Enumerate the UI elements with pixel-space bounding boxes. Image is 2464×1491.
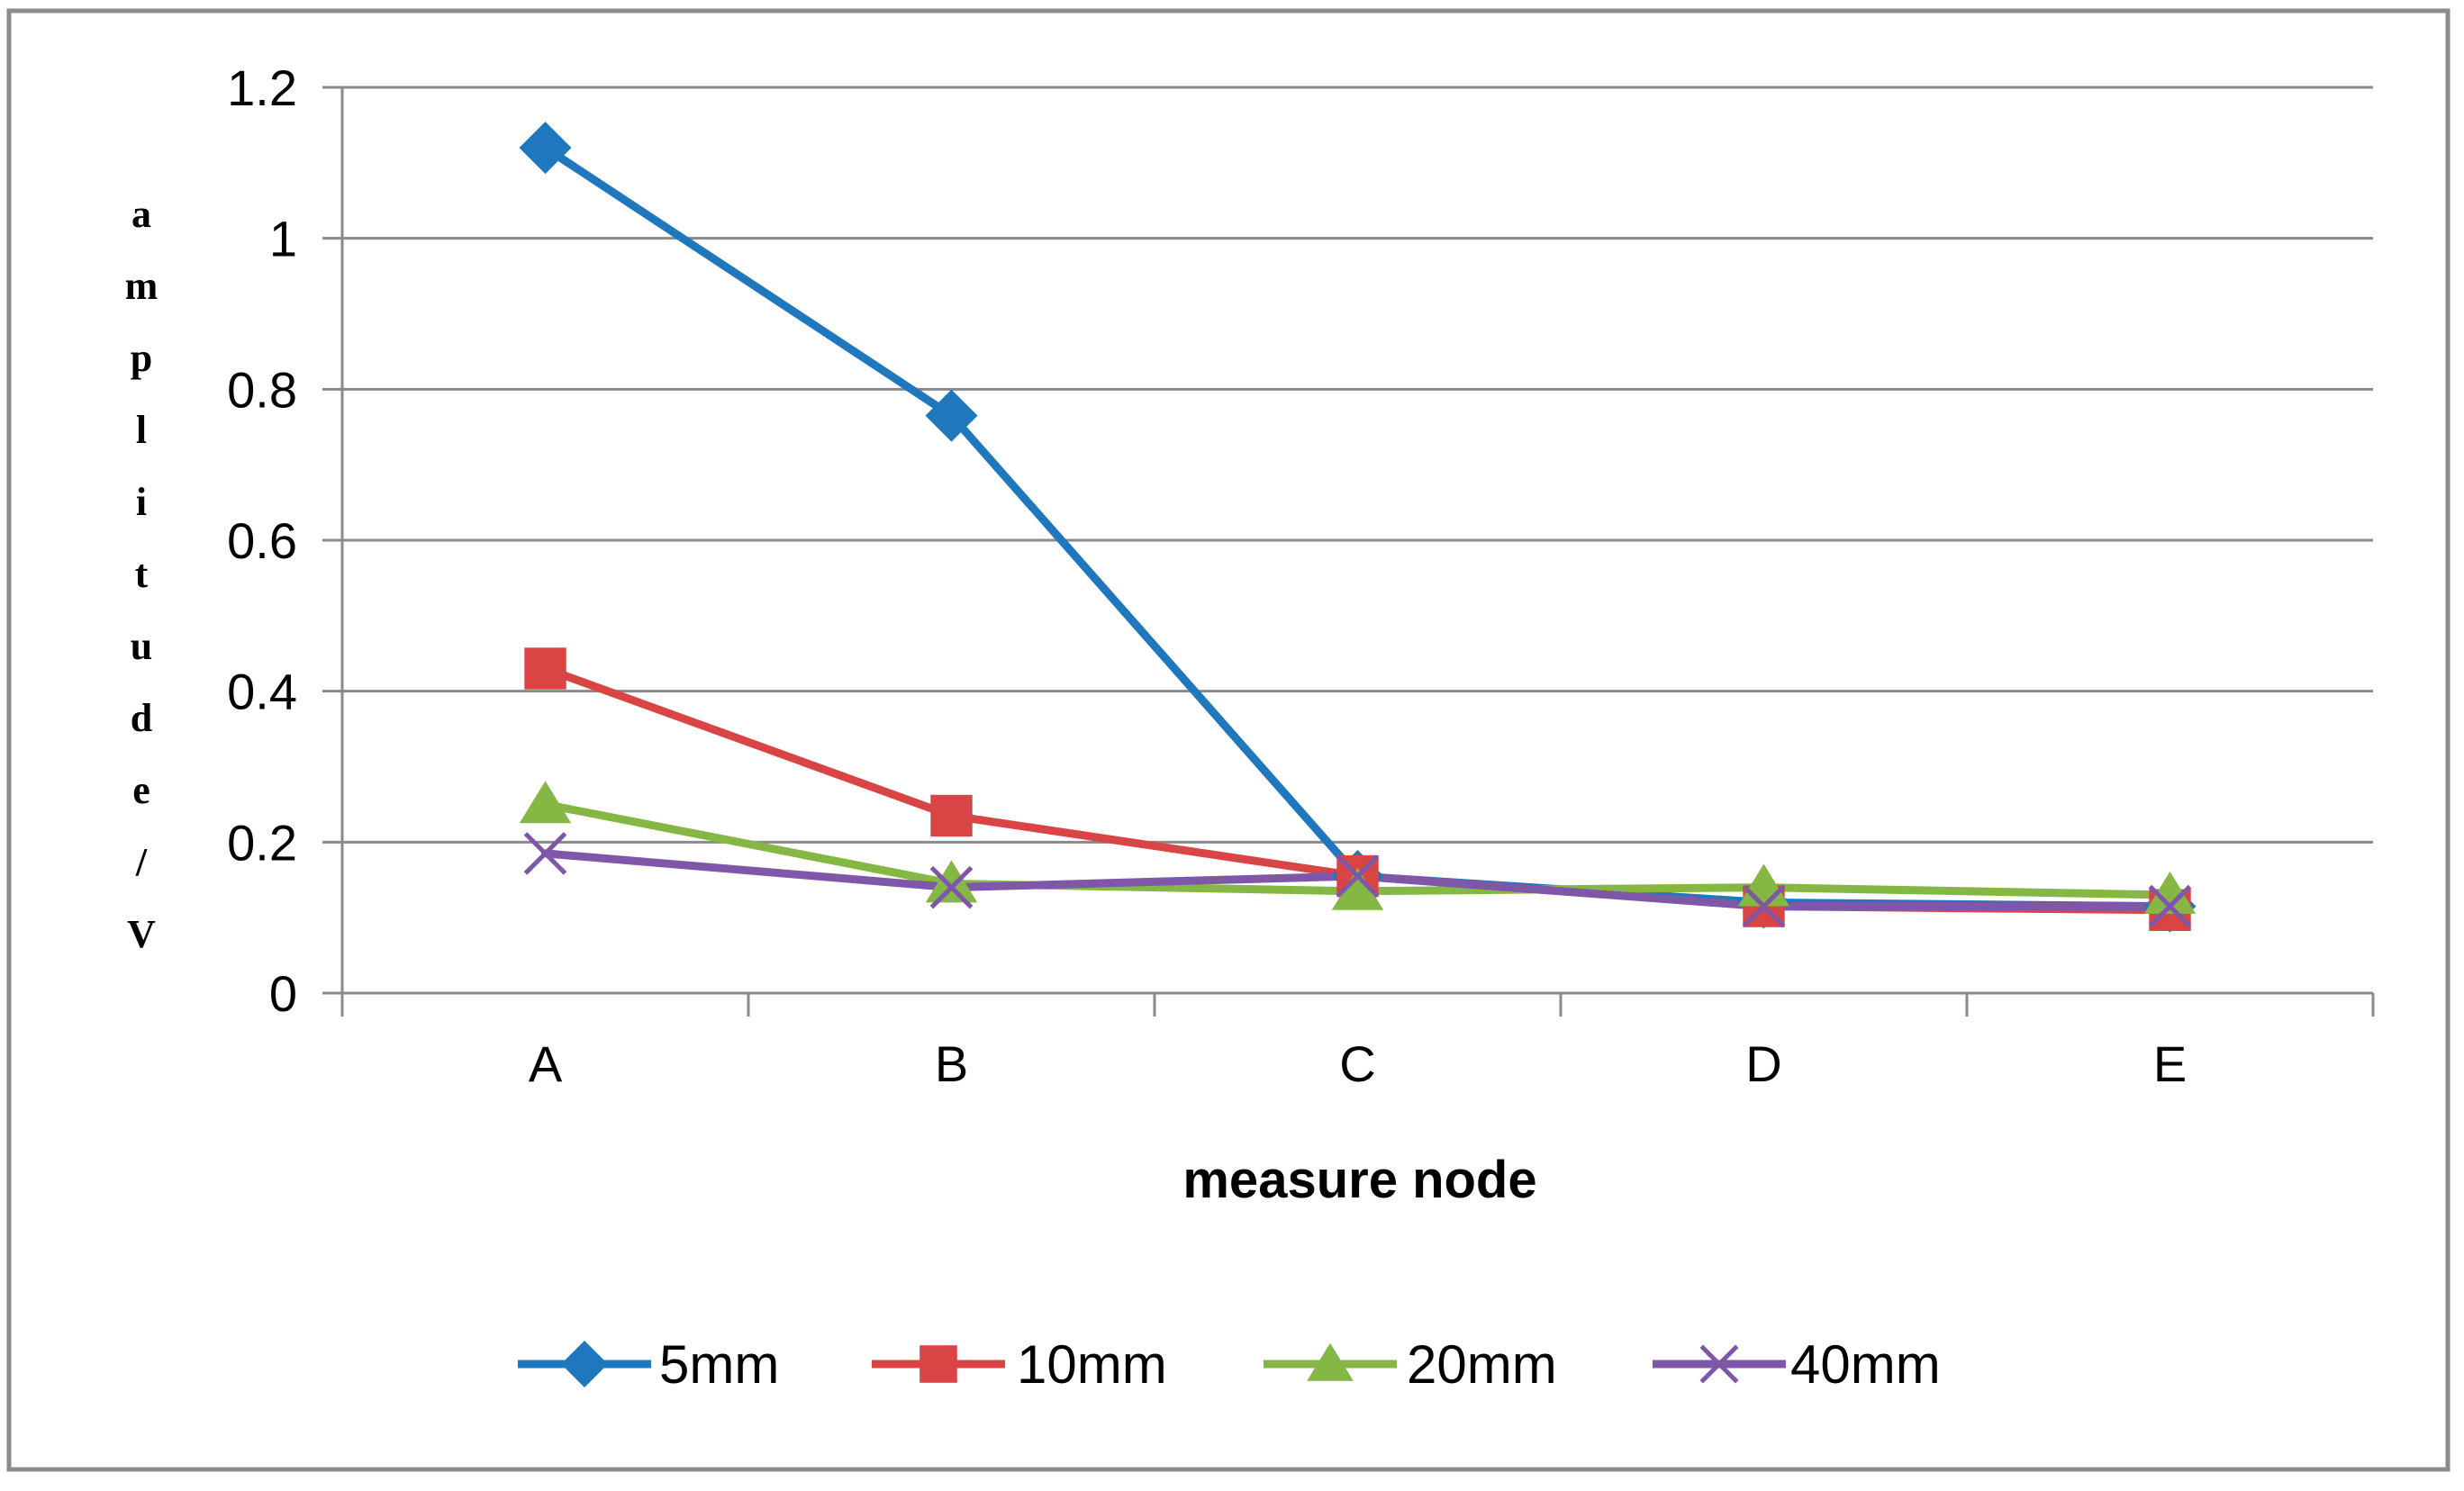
legend-label: 20mm [1407, 1334, 1557, 1395]
legend: 5mm 10mm 20mm 40mm [518, 1334, 1941, 1395]
y-axis-title-char: / [135, 840, 148, 884]
x-tick-label: C [1339, 1035, 1375, 1092]
y-tick-label: 1.2 [227, 59, 297, 116]
data-point-20mm-E [2143, 871, 2197, 914]
x-tick-label: B [935, 1035, 968, 1092]
y-tick-label: 0 [269, 965, 297, 1022]
series-markers [519, 122, 2197, 933]
y-axis-title-char: V [127, 912, 156, 956]
x-tick-label: A [529, 1035, 563, 1092]
y-axis-title-char: e [132, 768, 150, 812]
y-tick-label: 1 [269, 211, 297, 267]
legend-marker-diamond [561, 1341, 608, 1387]
legend-label: 10mm [1017, 1334, 1167, 1395]
legend-item-40mm: 40mm [1653, 1334, 1941, 1395]
legend-marker-square [919, 1345, 957, 1383]
data-point-10mm-A [524, 647, 566, 690]
y-axis-title-char: p [131, 336, 152, 380]
y-axis-title-char: a [131, 192, 151, 236]
data-point-40mm-D [1742, 884, 1786, 928]
y-axis-title-char: u [131, 624, 152, 668]
legend-item-10mm: 10mm [872, 1334, 1167, 1395]
y-axis-title-char: l [136, 408, 147, 452]
y-tick-label: 0.6 [227, 512, 297, 569]
legend-label: 5mm [659, 1334, 779, 1395]
data-point-40mm-B [929, 865, 974, 909]
y-tick-label: 0.2 [227, 814, 297, 871]
y-tick-label: 0.4 [227, 664, 297, 720]
legend-marker-x [1699, 1344, 1739, 1384]
x-tick-label: E [2153, 1035, 2187, 1092]
data-point-5mm-B [925, 389, 978, 442]
chart-border [6, 8, 2450, 1472]
data-point-40mm-E [2148, 884, 2192, 928]
data-point-5mm-A [519, 122, 572, 175]
x-tick-label: D [1745, 1035, 1781, 1092]
y-axis-title-char: i [136, 480, 147, 524]
legend-label: 40mm [1790, 1334, 1941, 1395]
x-axis-title: measure node [1182, 1151, 1536, 1209]
data-point-20mm-B [925, 860, 978, 903]
data-point-40mm-C [1336, 854, 1380, 898]
data-point-40mm-A [523, 832, 567, 875]
data-point-10mm-B [930, 794, 973, 837]
legend-item-5mm: 5mm [518, 1334, 779, 1395]
y-tick-label: 0.8 [227, 361, 297, 418]
axes [322, 86, 2375, 1017]
legend-item-20mm: 20mm [1264, 1334, 1557, 1395]
y-axis-title-char: t [135, 552, 149, 596]
tick-labels: 0 0.2 0.4 0.6 0.8 1 1.2 A B C D E [227, 59, 2187, 1092]
data-point-20mm-C [1331, 867, 1384, 910]
data-point-20mm-A [519, 781, 572, 824]
y-axis-title-char: d [131, 696, 152, 740]
legend-marker-triangle [1307, 1342, 1354, 1381]
y-axis-title-char: m [125, 264, 159, 308]
